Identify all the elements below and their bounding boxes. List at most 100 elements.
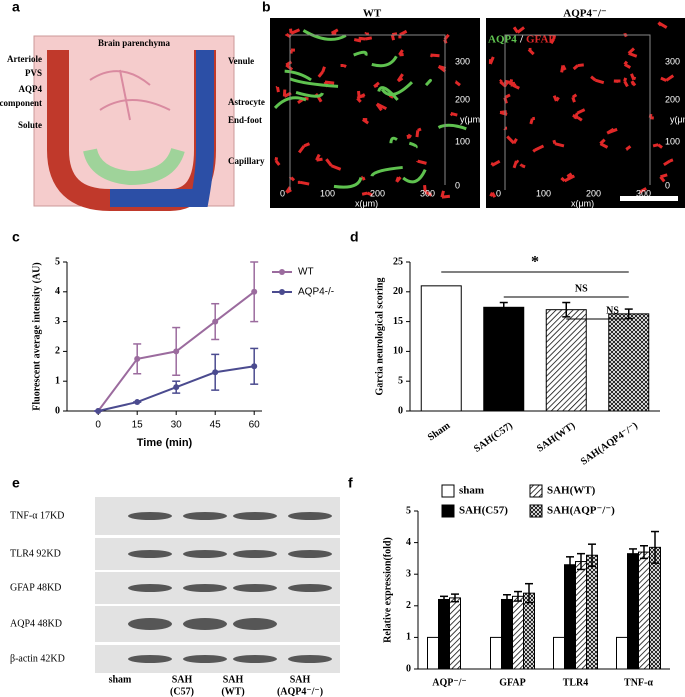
vessel-stain (402, 169, 427, 184)
bar (427, 636, 439, 670)
legend-swatch (529, 504, 543, 518)
cell (353, 38, 362, 43)
x-tick-label: 0 (95, 420, 101, 431)
x-tick-label: TLR4 (563, 677, 589, 688)
y-tick-label: 0 (398, 405, 403, 416)
point (173, 384, 180, 391)
cell (489, 191, 497, 198)
vessel-stain (377, 86, 399, 101)
x-tick-label: TNF-α (624, 677, 653, 688)
lane-label: sham (109, 674, 132, 685)
cell (652, 143, 663, 149)
bar (501, 598, 513, 670)
cell (572, 63, 584, 71)
stain-label: AQP4 (488, 34, 517, 46)
band (183, 512, 227, 520)
image-tick: 100 (455, 136, 470, 146)
diagram-label: AQP4 (19, 84, 43, 94)
cell (357, 90, 365, 99)
cell (499, 110, 508, 116)
panel-label: b (262, 0, 271, 15)
cell (532, 144, 545, 153)
lane-label: SAH (172, 674, 193, 685)
box-edge (289, 34, 446, 190)
legend-label: WT (298, 267, 314, 278)
y-tick-label: 0 (55, 405, 60, 416)
image-axis: x(μm) (571, 198, 594, 208)
x-tick-label: 60 (249, 420, 261, 431)
y-tick-label: 5 (398, 375, 403, 386)
cell (490, 159, 501, 167)
legend-label: SAH(AQP⁻/⁻) (547, 505, 615, 517)
point (212, 318, 219, 325)
cell (627, 47, 638, 58)
cell (552, 95, 560, 102)
panel-label: c (12, 229, 20, 245)
image-tick: 300 (455, 56, 470, 66)
cell (398, 49, 404, 57)
band (183, 584, 227, 592)
y-tick-label: 1 (55, 375, 60, 386)
cell (396, 73, 404, 83)
cell (285, 60, 294, 71)
cell (488, 56, 495, 65)
vessel-stain (302, 29, 347, 41)
band (233, 512, 277, 520)
bar (490, 636, 502, 670)
cell (560, 64, 567, 73)
capillary (83, 147, 185, 186)
legend-swatch (441, 484, 455, 498)
cell (519, 163, 526, 169)
cell (630, 73, 637, 81)
band (288, 550, 332, 558)
diagram-label: PVS (25, 68, 42, 78)
point (251, 363, 258, 370)
band (233, 618, 277, 630)
cell (529, 116, 536, 125)
venule (110, 50, 214, 207)
diagram-label: Solute (18, 120, 42, 130)
cell (659, 173, 668, 183)
cell (416, 159, 427, 165)
panel-label: d (350, 229, 359, 245)
cell (361, 191, 374, 197)
cell (663, 158, 674, 167)
lane-label: SAH (290, 674, 311, 685)
bar (616, 636, 628, 670)
diagram-label: Blood component (0, 98, 42, 108)
x-tick-label: AQP⁻/⁻ (432, 677, 466, 688)
y-tick-label: 4 (55, 286, 60, 297)
cell (573, 108, 586, 120)
lane-label: (AQP4⁻/⁻) (277, 686, 323, 697)
y-tick-label: 25 (393, 256, 403, 267)
legend-swatch (529, 484, 543, 498)
image-title: WT (363, 8, 382, 20)
diagram-label: Venule (228, 56, 254, 66)
cell (373, 81, 380, 89)
bar (627, 553, 639, 670)
cell (406, 133, 412, 139)
bar (420, 285, 462, 412)
bar (649, 546, 661, 670)
cell (325, 158, 342, 171)
vessel-stain (284, 69, 312, 82)
bar (438, 598, 450, 670)
legend-label: sham (459, 485, 484, 497)
cell (361, 175, 366, 181)
blot-row-label: TNF-α 17KD (10, 510, 64, 521)
image-tick: 300 (420, 188, 435, 198)
image-axis: y(μm) (460, 114, 483, 124)
cell (423, 184, 433, 197)
point (134, 355, 141, 362)
cell (375, 102, 388, 112)
legend-label: SAH(C57) (459, 505, 508, 517)
image-tick: 100 (665, 136, 680, 146)
micrograph (486, 18, 685, 208)
cell (560, 174, 576, 183)
cell (317, 66, 326, 78)
cell (361, 118, 370, 125)
image-tick: 300 (636, 188, 651, 198)
legend-marker (279, 289, 285, 295)
bar (586, 554, 598, 670)
